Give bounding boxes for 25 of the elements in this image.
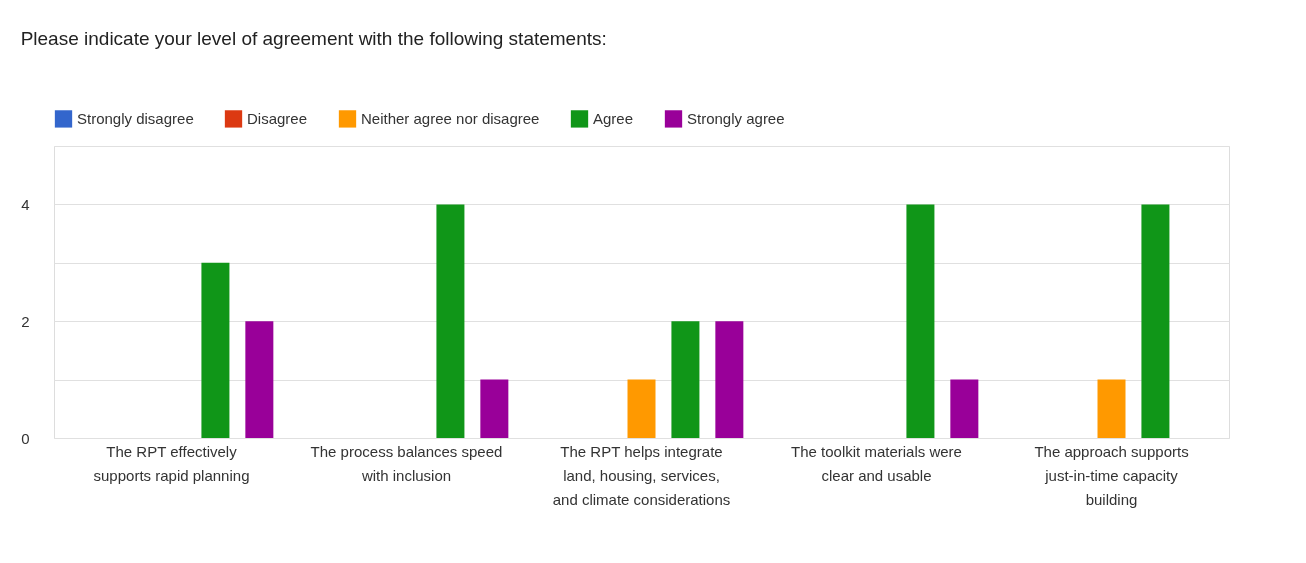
x-tick-label: The toolkit materials were clear and usable (791, 442, 962, 484)
bar (906, 204, 935, 438)
legend-label: Neither agree nor disagree (361, 109, 540, 127)
x-tick-label: The approach supports just-in-time capacity building (1034, 442, 1189, 508)
legend-label: Agree (593, 109, 634, 127)
y-tick-label: 0 (21, 429, 30, 447)
y-tick-label: 2 (21, 312, 30, 330)
bar (436, 204, 465, 438)
bar (715, 321, 744, 438)
bar (480, 379, 509, 438)
x-tick-label: The process balances speed with inclusion (310, 442, 503, 484)
bar (671, 321, 700, 438)
y-tick-label: 4 (21, 195, 30, 213)
x-tick-label: The RPT effectively supports rapid planning (93, 442, 250, 484)
bar (950, 379, 979, 438)
legend-label: Strongly disagree (77, 109, 194, 127)
legend-label: Strongly agree (687, 109, 785, 127)
bar (1141, 204, 1170, 438)
chart-title: Please indicate your level of agreement with the following statements: (20, 28, 607, 49)
bar (245, 321, 274, 438)
bar (627, 379, 656, 438)
bar (1097, 379, 1126, 438)
x-tick-label: The RPT helps integrate land, housing, services, and climate considerations (552, 442, 731, 508)
legend-label: Disagree (247, 109, 308, 127)
bar (201, 262, 230, 438)
